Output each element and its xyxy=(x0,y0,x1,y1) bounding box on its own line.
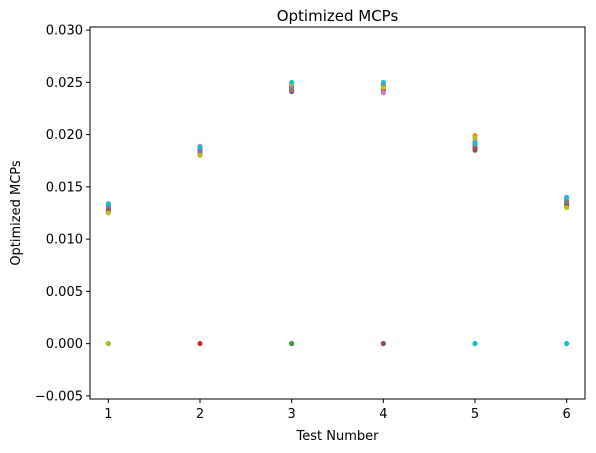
data-point xyxy=(289,341,295,347)
y-tick-label: 0.000 xyxy=(46,337,83,352)
x-axis-label: Test Number xyxy=(296,429,380,444)
y-tick-label: 0.025 xyxy=(46,76,83,91)
series-7 xyxy=(105,81,570,208)
data-point xyxy=(289,87,295,93)
data-point xyxy=(472,147,478,153)
data-point xyxy=(564,205,570,211)
series-1 xyxy=(105,87,570,347)
x-tick-label: 4 xyxy=(379,407,387,422)
data-point xyxy=(564,341,570,347)
data-point xyxy=(564,199,570,205)
y-axis-ticks: −0.005 0.000 0.005 0.010 0.015 0.020 0.025 0.03… xyxy=(35,24,90,404)
series-5 xyxy=(105,86,570,347)
data-point xyxy=(380,85,386,91)
plot-area xyxy=(105,79,570,347)
axes-frame xyxy=(89,26,586,400)
data-point xyxy=(564,194,570,200)
data-point xyxy=(105,341,111,347)
data-point xyxy=(105,201,111,207)
series-10 xyxy=(105,79,570,347)
x-axis-ticks: 1 2 3 4 5 6 xyxy=(104,399,571,422)
x-tick-label: 3 xyxy=(288,407,296,422)
y-tick-label: 0.005 xyxy=(46,285,83,300)
chart-title: Optimized MCPs xyxy=(277,7,399,25)
series-6 xyxy=(105,86,570,347)
data-point xyxy=(472,135,478,141)
data-point xyxy=(197,144,203,150)
data-point xyxy=(380,90,386,96)
data-point xyxy=(197,153,203,159)
x-tick-label: 6 xyxy=(563,407,571,422)
series-3 xyxy=(105,84,570,347)
series-2 xyxy=(105,80,570,212)
data-point xyxy=(105,210,111,216)
series-4 xyxy=(105,83,570,347)
series-9 xyxy=(105,80,570,347)
y-tick-label: 0.020 xyxy=(46,128,83,143)
data-point xyxy=(380,79,386,85)
data-point xyxy=(472,140,478,146)
data-point xyxy=(380,341,386,347)
x-tick-label: 1 xyxy=(104,407,112,422)
data-point xyxy=(289,79,295,85)
series-8 xyxy=(105,81,570,347)
x-tick-label: 2 xyxy=(196,407,204,422)
y-tick-label: −0.005 xyxy=(35,389,83,404)
x-tick-label: 5 xyxy=(471,407,479,422)
y-tick-label: 0.010 xyxy=(46,233,83,248)
y-tick-label: 0.015 xyxy=(46,180,83,195)
y-tick-label: 0.030 xyxy=(46,24,83,39)
data-point xyxy=(472,341,478,347)
data-point xyxy=(197,341,203,347)
y-axis-label: Optimized MCPs xyxy=(9,160,24,266)
